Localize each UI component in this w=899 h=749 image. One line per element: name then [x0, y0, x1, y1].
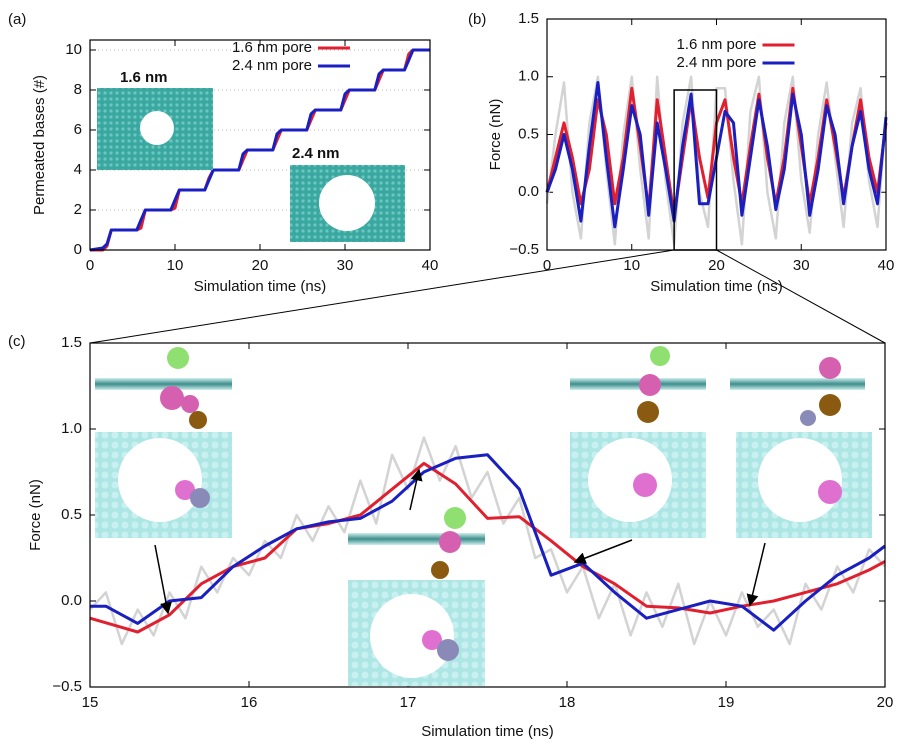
y-tick-label: 0.5	[61, 506, 82, 523]
pore-hole	[319, 175, 375, 231]
y-tick-label: 0.0	[518, 183, 539, 200]
legend-label: 1.6 nm pore	[232, 39, 312, 56]
legend-label: 1.6 nm pore	[676, 36, 756, 53]
legend-label: 2.4 nm pore	[676, 54, 756, 71]
y-tick-label: 6	[74, 121, 82, 138]
line	[89, 48, 430, 252]
x-tick-label: 10	[167, 257, 184, 274]
x-tick-label: 19	[718, 694, 735, 711]
snapshot-2	[348, 507, 485, 686]
arrow	[409, 468, 423, 511]
snapshot-4	[730, 357, 872, 538]
line	[89, 461, 886, 634]
x-tick-label: 30	[793, 257, 810, 274]
x-tick-label: 0	[86, 257, 94, 274]
y-tick-label: 4	[74, 161, 82, 178]
line	[90, 453, 886, 632]
y-tick-label: 10	[65, 41, 82, 58]
x-tick-label: 20	[877, 694, 894, 711]
pore-hole	[140, 111, 174, 145]
y-tick-label: 1.0	[518, 68, 539, 85]
arrow	[573, 539, 633, 564]
y-tick-label: 0.0	[61, 592, 82, 609]
x-tick-label: 20	[252, 257, 269, 274]
y-tick-label: 0.5	[518, 125, 539, 142]
x-tick-label: 15	[82, 694, 99, 711]
x-tick-label: 0	[543, 257, 551, 274]
x-axis-label: Simulation time (ns)	[194, 278, 327, 295]
panel-label: (a)	[8, 11, 26, 28]
plot-frame	[89, 39, 431, 251]
x-tick-label: 17	[400, 694, 417, 711]
x-axis-label: Simulation time (ns)	[650, 278, 783, 295]
zoom-connector	[716, 249, 886, 344]
y-tick-label: 1.5	[61, 334, 82, 351]
y-tick-label: 1.0	[61, 420, 82, 437]
y-axis-label: Force (nN)	[27, 479, 44, 551]
y-tick-label: 2	[74, 201, 82, 218]
x-axis-label: Simulation time (ns)	[421, 723, 554, 740]
x-tick-label: 18	[559, 694, 576, 711]
y-axis-label: Force (nN)	[487, 99, 504, 171]
annotation: 1.6 nm	[120, 69, 168, 86]
y-tick-label: 8	[74, 81, 82, 98]
arrow	[154, 544, 172, 615]
y-tick-label: 0	[74, 241, 82, 258]
zoom-connector	[89, 249, 675, 344]
annotation: 2.4 nm	[292, 145, 340, 162]
zoom-box	[673, 89, 718, 251]
x-tick-label: 10	[623, 257, 640, 274]
snapshot-3	[570, 346, 706, 538]
legend-label: 2.4 nm pore	[232, 57, 312, 74]
x-tick-label: 40	[422, 257, 439, 274]
y-axis-label: Permeated bases (#)	[31, 75, 48, 215]
insets	[95, 88, 872, 686]
arrow	[746, 542, 766, 607]
x-tick-label: 40	[878, 257, 895, 274]
y-tick-label: −0.5	[52, 678, 82, 695]
plot-frame	[89, 342, 886, 688]
panel-label: (c)	[8, 333, 26, 350]
y-tick-label: −0.5	[509, 241, 539, 258]
x-tick-label: 20	[708, 257, 725, 274]
y-tick-label: 1.5	[518, 10, 539, 27]
x-tick-label: 16	[241, 694, 258, 711]
x-tick-label: 30	[337, 257, 354, 274]
panel-label: (b)	[468, 11, 486, 28]
snapshot-1	[95, 347, 232, 538]
